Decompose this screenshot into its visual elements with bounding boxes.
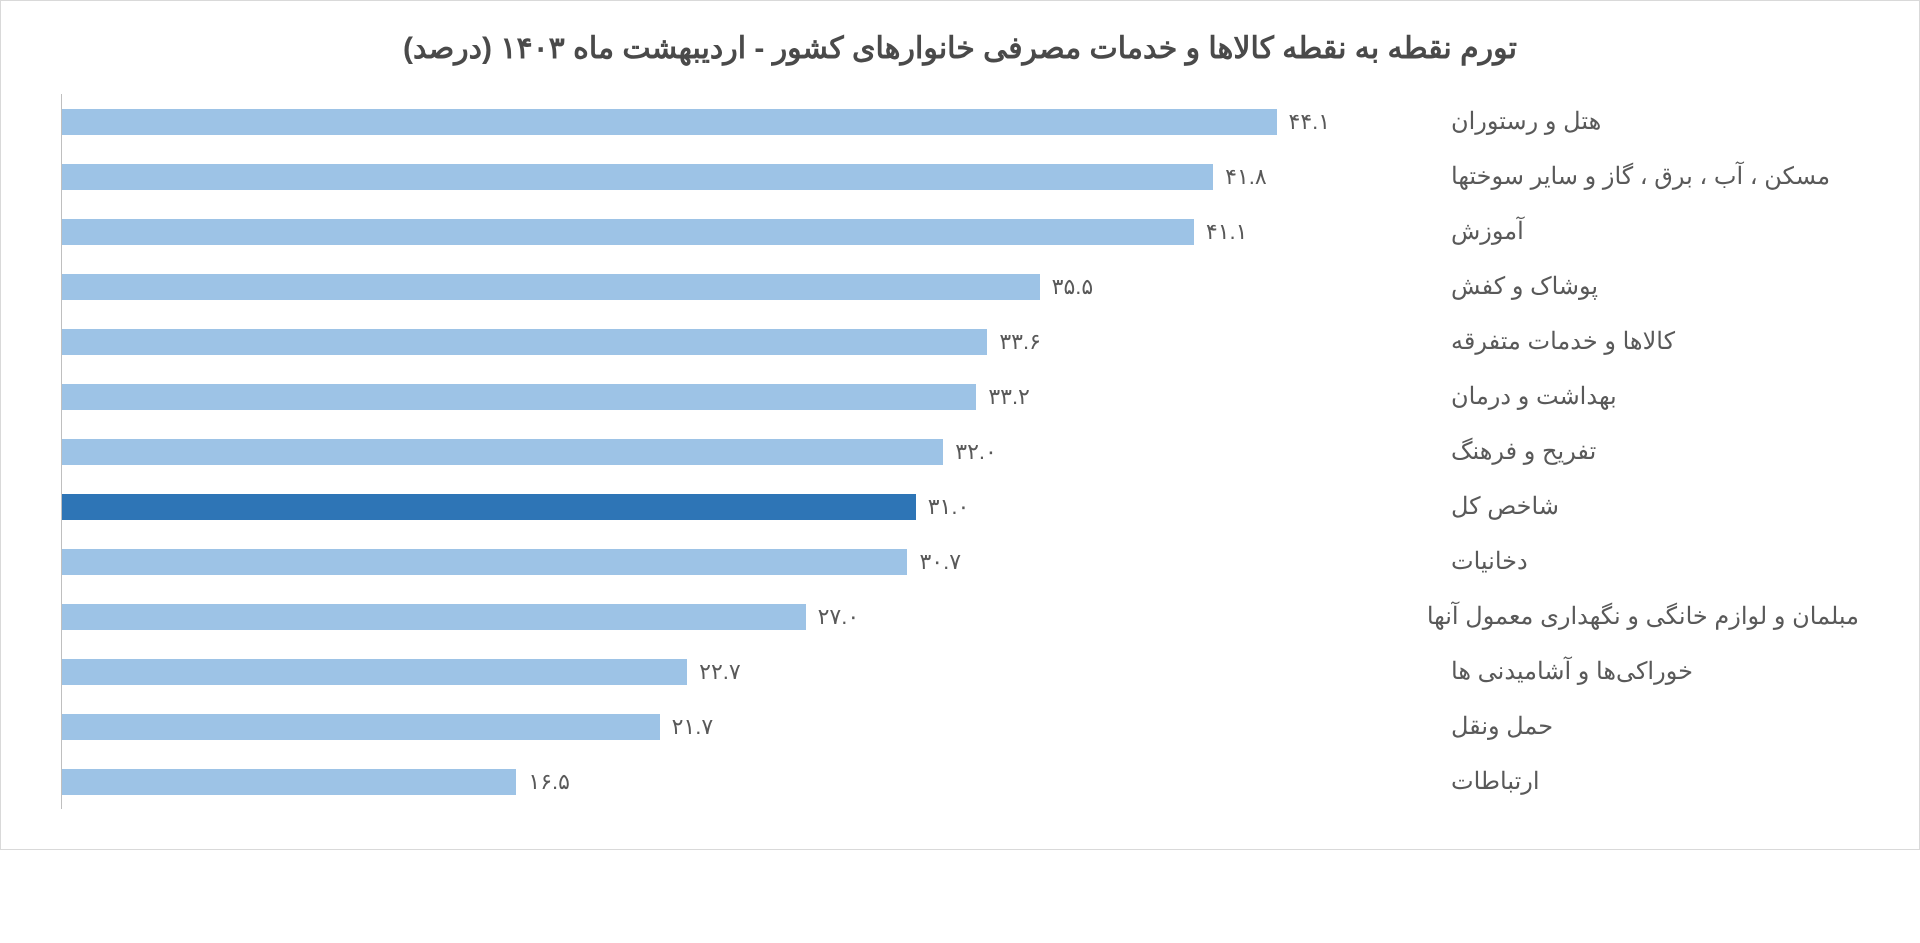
chart-row: مسکن ، آب ، برق ، گاز و سایر سوختها ۴۱.۸ [61,149,1859,204]
chart-row: حمل ونقل ۲۱.۷ [61,699,1859,754]
bar [62,329,987,355]
chart-plot-area: هتل و رستوران ۴۴.۱ مسکن ، آب ، برق ، گاز و… [61,94,1859,809]
category-label: مبلمان و لوازم خانگی و نگهداری معمول آنه… [1439,602,1859,631]
category-label: حمل ونقل [1439,712,1859,741]
bar [62,219,1194,245]
value-label: ۳۵.۵ [1052,274,1094,300]
chart-row: خوراکی‌ها و آشامیدنی ها ۲۲.۷ [61,644,1859,699]
category-label: بهداشت و درمان [1439,382,1859,411]
chart-row: آموزش ۴۱.۱ [61,204,1859,259]
chart-row: کالاها و خدمات متفرقه ۳۳.۶ [61,314,1859,369]
bar-area: ۳۲.۰ [61,424,1439,479]
value-label: ۳۰.۷ [919,549,961,575]
chart-row: ارتباطات ۱۶.۵ [61,754,1859,809]
category-label: دخانیات [1439,547,1859,576]
chart-row: مبلمان و لوازم خانگی و نگهداری معمول آنه… [61,589,1859,644]
value-label: ۲۷.۰ [818,604,860,630]
bar-area: ۳۵.۵ [61,259,1439,314]
chart-row: شاخص کل ۳۱.۰ [61,479,1859,534]
category-label: ارتباطات [1439,767,1859,796]
value-label: ۳۳.۶ [999,329,1041,355]
chart-row: پوشاک و کفش ۳۵.۵ [61,259,1859,314]
category-label: کالاها و خدمات متفرقه [1439,327,1859,356]
chart-row: دخانیات ۳۰.۷ [61,534,1859,589]
bar [62,549,907,575]
category-label: پوشاک و کفش [1439,272,1859,301]
value-label: ۴۴.۱ [1289,109,1331,135]
bar [62,164,1213,190]
bar [62,384,976,410]
chart-row: بهداشت و درمان ۳۳.۲ [61,369,1859,424]
chart-row: هتل و رستوران ۴۴.۱ [61,94,1859,149]
value-label: ۲۲.۷ [699,659,741,685]
bar [62,109,1277,135]
bar [62,494,916,520]
bar-area: ۴۴.۱ [61,94,1439,149]
value-label: ۱۶.۵ [528,769,570,795]
bar [62,659,687,685]
bar-area: ۳۳.۲ [61,369,1439,424]
chart-row: تفریح و فرهنگ ۳۲.۰ [61,424,1859,479]
bar [62,714,660,740]
value-label: ۳۳.۲ [988,384,1030,410]
bar [62,439,943,465]
bar [62,604,806,630]
category-label: آموزش [1439,217,1859,246]
category-label: تفریح و فرهنگ [1439,437,1859,466]
category-label: شاخص کل [1439,492,1859,521]
value-label: ۴۱.۱ [1206,219,1248,245]
value-label: ۴۱.۸ [1225,164,1267,190]
chart-title: تورم نقطه به نقطه کالاها و خدمات مصرفی خ… [21,31,1899,66]
bar-area: ۲۱.۷ [61,699,1439,754]
bar-area: ۴۱.۸ [61,149,1439,204]
value-label: ۳۱.۰ [928,494,970,520]
category-label: هتل و رستوران [1439,107,1859,136]
category-label: مسکن ، آب ، برق ، گاز و سایر سوختها [1439,162,1859,191]
bar [62,769,516,795]
bar-area: ۱۶.۵ [61,754,1439,809]
bar-area: ۳۱.۰ [61,479,1439,534]
bar-area: ۳۰.۷ [61,534,1439,589]
bar-area: ۲۷.۰ [61,589,1439,644]
chart-frame: تورم نقطه به نقطه کالاها و خدمات مصرفی خ… [0,0,1920,850]
bar-area: ۴۱.۱ [61,204,1439,259]
value-label: ۲۱.۷ [672,714,714,740]
category-label: خوراکی‌ها و آشامیدنی ها [1439,657,1859,686]
bar-area: ۳۳.۶ [61,314,1439,369]
bar [62,274,1040,300]
value-label: ۳۲.۰ [955,439,997,465]
bar-area: ۲۲.۷ [61,644,1439,699]
